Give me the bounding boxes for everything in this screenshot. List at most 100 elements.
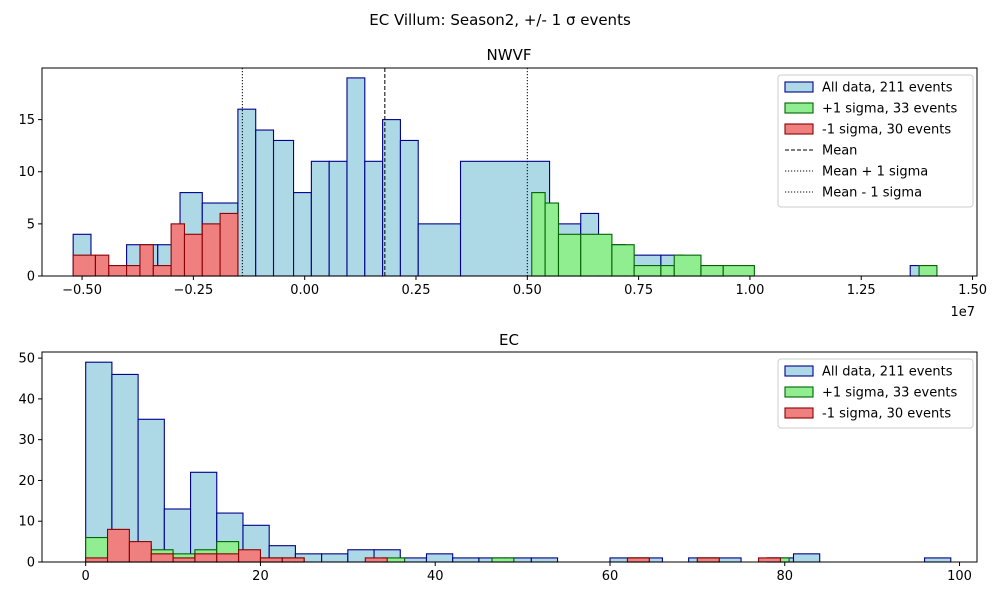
nwvf-bar-s1-b2	[557, 233, 582, 277]
ec-xtick-label-4: 80	[776, 569, 793, 584]
nwvf-legend-label-4: Mean + 1 sigma	[822, 165, 928, 180]
nwvf-xtick-label-2: 0.00	[290, 283, 319, 298]
nwvf-x-offset-label: 1e7	[950, 305, 975, 320]
ec-histogram-panel: EC 0 20 40 60 80 100 0 10 20 30 40 50 All data, 211 …	[18, 331, 978, 584]
nwvf-bar-s0-b6	[237, 108, 257, 277]
nwvf-bar-s2-b8	[201, 223, 221, 277]
nwvf-legend-label-0: All data, 211 events	[822, 81, 953, 96]
nwvf-bar-s2-b0	[72, 254, 96, 277]
nwvf-legend-label-2: -1 sigma, 30 events	[822, 123, 951, 138]
ec-legend-swatch-0	[784, 365, 814, 377]
ec-bar-s2-b6	[216, 553, 240, 563]
nwvf-legend-label-3: Mean	[822, 144, 857, 159]
nwvf-bar-s0-b15	[399, 139, 419, 277]
nwvf-xtick-label-4: 0.50	[513, 283, 542, 298]
ec-bar-s2-b9	[281, 557, 305, 563]
nwvf-ytick-label-2: 10	[18, 165, 35, 180]
nwvf-legend-swatch-0	[784, 81, 814, 93]
nwvf-bar-s0-b12	[346, 77, 366, 277]
nwvf-legend-swatch-2	[784, 123, 814, 135]
nwvf-bar-s2-b1	[94, 254, 110, 277]
nwvf-bar-s2-b9	[219, 212, 239, 277]
nwvf-legend-label-5: Mean - 1 sigma	[822, 186, 922, 201]
nwvf-legend-label-1: +1 sigma, 33 events	[822, 102, 958, 117]
nwvf-xtick-label-0: −0.50	[62, 283, 102, 298]
nwvf-xtick-label-5: 0.75	[624, 283, 653, 298]
ec-legend-swatch-1	[784, 386, 814, 398]
ec-bar-s0-b24	[924, 557, 952, 563]
ec-legend-swatch-2	[784, 407, 814, 419]
ec-xtick-label-2: 40	[427, 569, 444, 584]
nwvf-bar-s0-b10	[310, 160, 330, 277]
ec-xtick-label-1: 20	[252, 569, 269, 584]
ec-ytick-label-4: 40	[18, 392, 35, 407]
nwvf-bar-s0-b9	[293, 192, 312, 277]
ec-bar-s0-b4	[190, 471, 218, 563]
nwvf-bar-s1-b6	[660, 265, 675, 277]
nwvf-bar-s1-b1	[544, 202, 560, 277]
nwvf-bar-s2-b3	[126, 265, 141, 277]
ec-ytick-label-5: 50	[18, 352, 35, 367]
nwvf-bar-s1-b3	[580, 233, 613, 277]
ec-axes-frame	[41, 351, 978, 563]
nwvf-xtick-label-6: 1.00	[735, 283, 764, 298]
ec-bar-s2-b0	[85, 557, 109, 563]
nwvf-bar-s0-b13	[364, 160, 384, 277]
ec-bar-s1-b11	[491, 557, 515, 563]
ec-bar-s2-b2	[128, 541, 152, 563]
ec-ytick-label-3: 30	[18, 433, 35, 448]
ec-bar-s0-b14	[452, 557, 480, 563]
nwvf-bar-s0-b11	[328, 160, 348, 277]
ec-legend-box	[777, 358, 974, 429]
ec-legend-label-1: +1 sigma, 33 events	[822, 386, 958, 401]
ec-ytick-label-1: 10	[18, 515, 35, 530]
ec-legend-label-2: -1 sigma, 30 events	[822, 407, 951, 422]
nwvf-ytick-label-1: 5	[27, 217, 35, 232]
nwvf-ytick-label-3: 15	[18, 113, 35, 128]
nwvf-histogram-panel: NWVF 1e7 −0.50 −0.25 0.00 0.25 0.50 0.75 1.00 1…	[18, 46, 987, 320]
ec-bar-s2-b8	[259, 557, 283, 563]
nwvf-bar-s2-b2	[108, 265, 128, 277]
ec-bar-s2-b7	[238, 549, 262, 563]
ec-xtick-label-3: 60	[602, 569, 619, 584]
ec-chart-title: EC	[499, 331, 519, 349]
ec-bar-s0-b23	[792, 553, 821, 563]
nwvf-chart-title: NWVF	[487, 46, 532, 64]
ec-bar-s2-b11	[626, 557, 650, 563]
ec-bar-s2-b12	[696, 557, 720, 563]
nwvf-bar-s0-b26	[909, 265, 920, 277]
nwvf-bar-s0-b7	[255, 129, 275, 277]
nwvf-bar-s2-b6	[170, 223, 186, 277]
ec-bar-s2-b4	[172, 557, 196, 563]
ec-bar-s2-b1	[106, 528, 130, 563]
nwvf-bar-s1-b0	[531, 192, 546, 277]
nwvf-legend-swatch-1	[784, 102, 814, 114]
ec-bar-s2-b3	[150, 553, 174, 563]
ec-ytick-label-0: 0	[27, 556, 35, 571]
ec-xtick-label-0: 0	[82, 569, 90, 584]
ec-bar-s0-b9	[321, 553, 349, 563]
nwvf-xtick-label-3: 0.25	[402, 283, 431, 298]
nwvf-xtick-label-8: 1.50	[958, 283, 987, 298]
ec-bar-s0-b13	[425, 553, 454, 563]
ec-bar-s0-b2	[137, 418, 165, 563]
ec-legend-label-0: All data, 211 events	[822, 365, 953, 380]
nwvf-bar-s0-b8	[272, 139, 295, 277]
nwvf-legend-box	[777, 74, 974, 208]
nwvf-bar-s1-b10	[918, 265, 938, 277]
figure-suptitle: EC Villum: Season2, +/- 1 σ events	[369, 11, 631, 29]
nwvf-bar-s1-b4	[611, 244, 635, 277]
nwvf-bar-s1-b7	[673, 254, 702, 277]
ec-xtick-label-5: 100	[947, 569, 972, 584]
nwvf-bar-s0-b16	[417, 223, 462, 277]
nwvf-bar-s2-b7	[183, 233, 203, 277]
nwvf-bar-s1-b5	[633, 265, 662, 277]
nwvf-bar-s2-b5	[152, 265, 172, 277]
ec-ytick-label-2: 20	[18, 474, 35, 489]
ec-bar-s0-b17	[530, 557, 559, 563]
nwvf-xtick-label-7: 1.25	[847, 283, 876, 298]
ec-bar-s2-b10	[364, 557, 388, 563]
ec-bar-s2-b5	[194, 553, 218, 563]
nwvf-ytick-label-0: 0	[27, 270, 35, 285]
